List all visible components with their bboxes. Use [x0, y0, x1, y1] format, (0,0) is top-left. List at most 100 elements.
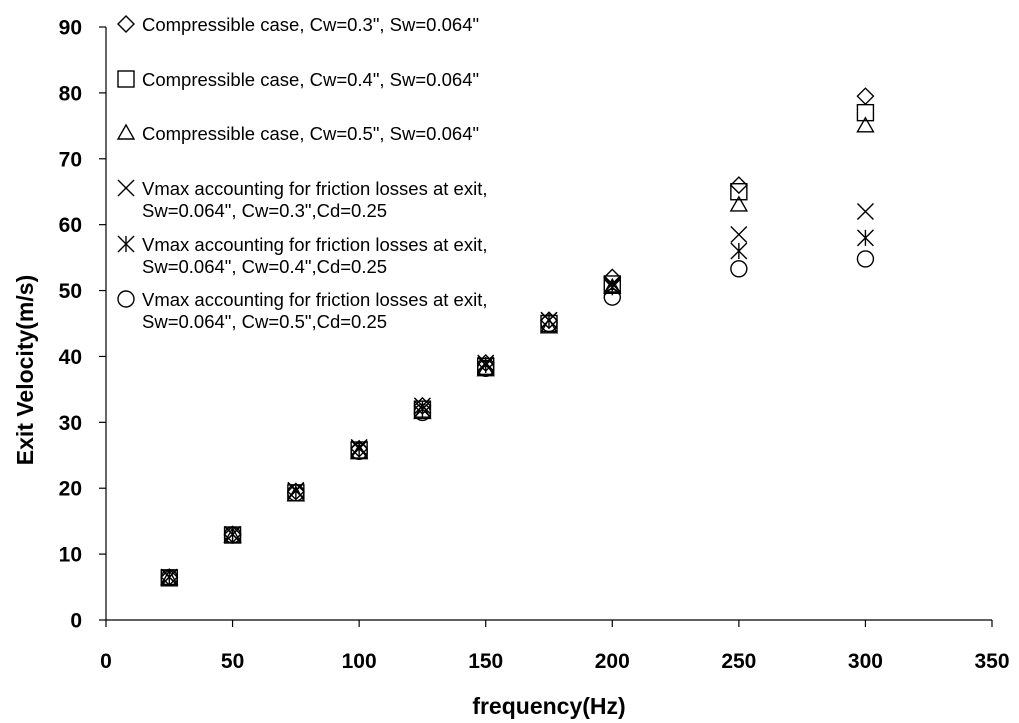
x-tick-label: 50	[221, 650, 244, 673]
data-point	[539, 317, 559, 334]
x-tick-label: 200	[595, 650, 630, 673]
legend-entry-4: Vmax accounting for friction losses at e…	[117, 178, 487, 221]
circle-shape	[413, 403, 432, 422]
legend-label: Vmax accounting for friction losses at e…	[142, 289, 487, 310]
x-stroke	[117, 179, 135, 197]
data-point	[413, 403, 432, 422]
y-axis-title: Exit Velocity(m/s)	[12, 275, 38, 465]
plot-area	[105, 27, 992, 621]
y-tick-label: 90	[59, 17, 82, 40]
data-point	[730, 242, 748, 260]
data-point	[350, 442, 368, 461]
x-stroke	[730, 226, 748, 244]
data-point	[477, 359, 495, 378]
legend-label: Compressible case, Cw=0.5", Sw=0.064"	[142, 123, 479, 144]
data-point	[730, 183, 748, 201]
legend-label: Sw=0.064", Cw=0.5",Cd=0.25	[142, 311, 387, 332]
diamond-shape	[117, 15, 135, 33]
circle-shape	[287, 484, 305, 502]
data-markers	[160, 87, 875, 587]
data-point	[729, 176, 748, 195]
circle-shape	[477, 359, 495, 378]
x-tick-label: 250	[721, 650, 756, 673]
legend-entry-5: Vmax accounting for friction losses at e…	[117, 234, 487, 277]
x-tick-label: 100	[342, 650, 377, 673]
data-point	[856, 116, 875, 133]
square-shape	[730, 183, 748, 201]
circle-shape	[603, 288, 621, 306]
circle-shape	[223, 526, 242, 544]
circle-shape	[540, 314, 558, 333]
data-point	[856, 103, 875, 122]
x-axis: 0 50 100 150 200 250 300 350	[100, 620, 1010, 673]
data-point	[540, 314, 558, 333]
circle-shape	[730, 260, 748, 278]
triangle-shape	[116, 123, 136, 140]
legend-square-icon	[117, 70, 135, 88]
data-point	[286, 482, 305, 501]
circle-shape	[160, 569, 178, 587]
legend-label: Sw=0.064", Cw=0.4",Cd=0.25	[142, 256, 387, 277]
legend-label: Compressible case, Cw=0.4", Sw=0.064"	[142, 69, 479, 90]
data-point	[856, 87, 875, 106]
legend-label: Vmax accounting for friction losses at e…	[142, 178, 487, 199]
triangle-shape	[413, 403, 432, 420]
y-axis: 0 10 20 30 40 50 60 70 80 90	[59, 17, 106, 633]
legend-diamond-icon	[117, 15, 135, 33]
data-point	[856, 229, 874, 247]
diamond-shape	[856, 87, 875, 106]
data-point	[603, 278, 621, 296]
x-stroke	[856, 202, 874, 220]
y-tick-label: 0	[70, 610, 82, 633]
legend: Compressible case, Cw=0.3", Sw=0.064" Com…	[116, 14, 487, 332]
triangle-shape	[539, 317, 559, 334]
triangle-shape	[856, 116, 875, 133]
data-point	[730, 260, 748, 278]
series-1	[160, 87, 875, 587]
legend-entry-2: Compressible case, Cw=0.4", Sw=0.064"	[117, 69, 479, 90]
circle-shape	[117, 290, 135, 308]
data-point	[856, 202, 874, 220]
square-shape	[856, 103, 875, 122]
x-tick-label: 150	[468, 650, 503, 673]
data-point	[540, 311, 558, 329]
legend-label: Sw=0.064", Cw=0.3",Cd=0.25	[142, 200, 387, 221]
legend-x-cross-icon	[117, 179, 135, 197]
legend-label: Vmax accounting for friction losses at e…	[142, 234, 487, 255]
data-point	[223, 526, 242, 544]
data-point	[160, 569, 178, 587]
x-tick-label: 0	[100, 650, 112, 673]
legend-entry-6: Vmax accounting for friction losses at e…	[117, 289, 487, 332]
data-point	[856, 250, 875, 268]
legend-asterisk-icon	[117, 235, 135, 253]
y-tick-label: 10	[59, 544, 82, 567]
legend-entry-3: Compressible case, Cw=0.5", Sw=0.064"	[116, 123, 479, 144]
circle-shape	[350, 442, 368, 461]
y-tick-label: 30	[59, 412, 82, 435]
circle-shape	[856, 250, 875, 268]
legend-circle-icon	[117, 290, 135, 308]
series-5	[160, 229, 874, 586]
y-tick-label: 60	[59, 214, 82, 237]
data-point	[413, 403, 432, 420]
legend-label: Compressible case, Cw=0.3", Sw=0.064"	[142, 14, 479, 35]
data-point	[729, 195, 749, 212]
x-tick-label: 350	[974, 650, 1009, 673]
diamond-shape	[286, 482, 305, 501]
x-tick-label: 300	[848, 650, 883, 673]
y-tick-label: 70	[59, 148, 82, 171]
triangle-shape	[729, 195, 749, 212]
y-tick-label: 40	[59, 346, 82, 369]
x-axis-title: frequency(Hz)	[472, 693, 625, 719]
series-2	[160, 103, 875, 587]
series-6	[160, 250, 875, 587]
square-shape	[117, 70, 135, 88]
legend-entry-1: Compressible case, Cw=0.3", Sw=0.064"	[117, 14, 479, 35]
data-point	[603, 288, 621, 306]
data-point	[730, 226, 748, 244]
y-tick-label: 80	[59, 82, 82, 105]
y-tick-label: 50	[59, 280, 82, 303]
legend-triangle-icon	[116, 123, 136, 140]
diamond-shape	[729, 176, 748, 195]
